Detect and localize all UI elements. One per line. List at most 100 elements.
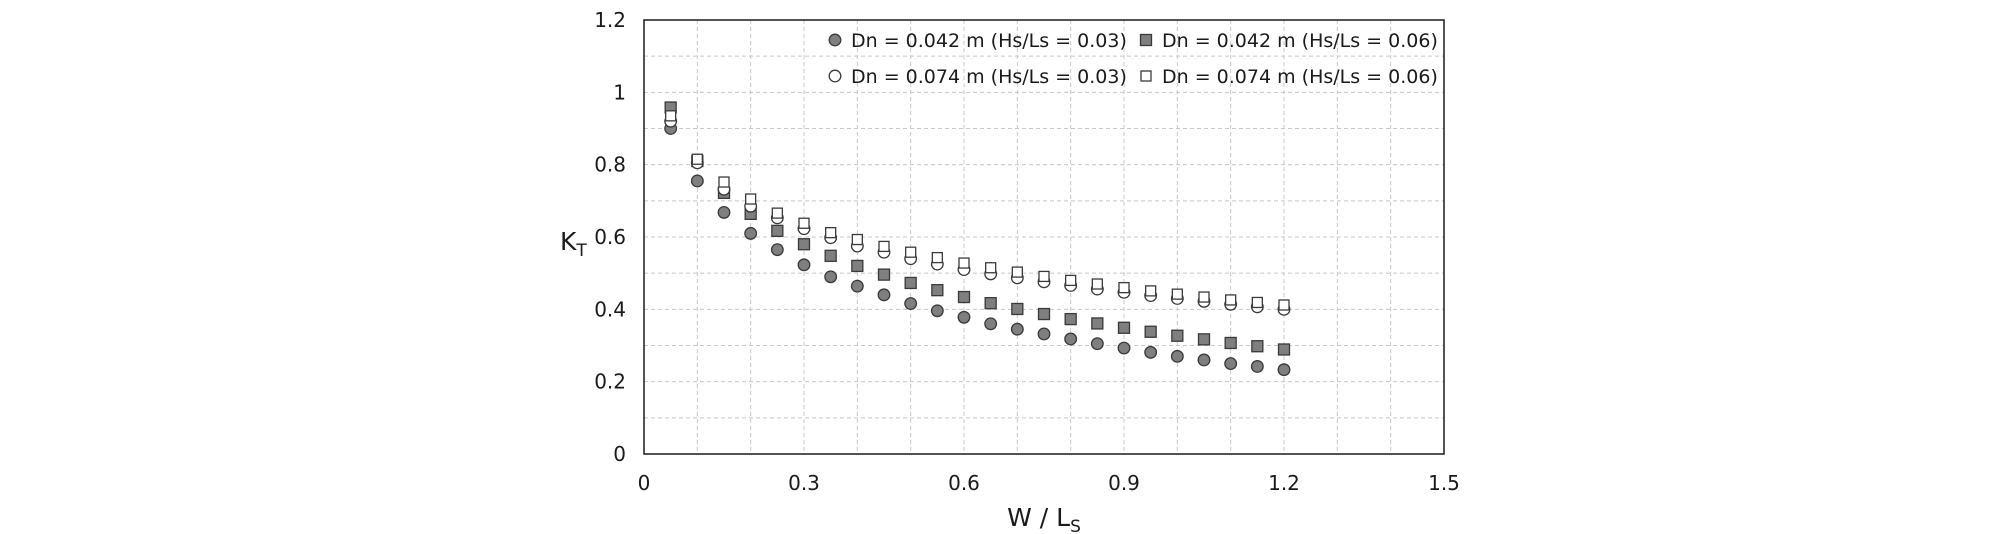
legend: Dn = 0.042 m (Hs/Ls = 0.03) Dn = 0.042 m …: [828, 30, 1438, 88]
data-point: [905, 246, 917, 258]
data-point: [1144, 345, 1158, 359]
data-point: [1224, 357, 1238, 371]
data-point: [718, 176, 730, 188]
data-point: [717, 205, 731, 219]
data-point: [1091, 317, 1104, 330]
data-point: [1038, 270, 1050, 283]
data-point: [904, 297, 918, 310]
legend-item: Dn = 0.074 m (Hs/Ls = 0.03): [828, 66, 1127, 88]
x-tick-label: 0.6: [948, 471, 980, 495]
data-point: [931, 284, 944, 297]
data-point: [1144, 325, 1157, 338]
legend-marker: [1139, 33, 1153, 47]
data-point: [1170, 349, 1184, 363]
data-point: [1171, 288, 1183, 300]
legend-item: Dn = 0.042 m (Hs/Ls = 0.06): [1139, 30, 1438, 52]
data-point: [1037, 307, 1051, 321]
data-point: [851, 259, 864, 273]
data-point: [878, 240, 890, 253]
legend-marker: [1140, 70, 1152, 82]
data-point: [850, 279, 864, 293]
data-point: [1251, 296, 1263, 309]
data-point: [797, 258, 811, 272]
data-point: [1037, 327, 1051, 341]
series-4: [665, 110, 1290, 311]
data-point: [931, 251, 943, 264]
x-tick-label: 0.9: [1108, 471, 1140, 495]
y-axis-title: KT: [560, 227, 587, 261]
data-point: [1198, 291, 1210, 303]
data-point: [691, 153, 703, 165]
data-point: [690, 174, 704, 188]
data-point: [877, 288, 891, 302]
data-point: [985, 262, 997, 274]
data-point: [745, 193, 757, 205]
x-axis-title-sub: S: [1070, 517, 1081, 534]
y-tick-label: 0.2: [594, 370, 626, 394]
legend-item: Dn = 0.074 m (Hs/Ls = 0.06): [1140, 66, 1438, 88]
data-point: [984, 317, 998, 331]
data-point: [958, 257, 970, 269]
data-point: [851, 233, 863, 246]
tick-labels: 0 0.3 0.6 0.9 1.2 1.5 0 0.2 0.4 0.6 0.8 1 1.2: [594, 8, 1460, 495]
data-point: [1197, 353, 1211, 367]
y-tick-label: 0.6: [594, 225, 626, 249]
data-point: [1171, 329, 1184, 342]
data-point: [1065, 274, 1077, 287]
series-1: [664, 122, 1291, 377]
data-point: [824, 270, 838, 284]
plot-frame: [643, 19, 1445, 455]
series-3: [664, 114, 1291, 316]
data-point: [1011, 266, 1023, 278]
data-point: [1277, 343, 1291, 356]
data-point: [825, 227, 837, 239]
data-point: [1064, 312, 1077, 326]
data-point: [1118, 281, 1130, 294]
data-point: [665, 110, 677, 122]
data-point: [1091, 278, 1103, 290]
data-point: [904, 276, 917, 290]
legend-label: Dn = 0.042 m (Hs/Ls = 0.06): [1162, 30, 1438, 52]
data-point: [744, 226, 758, 240]
y-tick-label: 1: [613, 80, 626, 104]
data-point: [797, 238, 811, 251]
y-tick-label: 1.2: [594, 8, 626, 32]
data-point: [930, 304, 944, 318]
data-point: [770, 243, 784, 257]
x-tick-label: 0: [638, 471, 651, 495]
data-point: [798, 217, 810, 229]
data-point: [771, 207, 783, 219]
data-point: [1197, 333, 1211, 346]
data-point: [1117, 341, 1131, 355]
data-point: [984, 297, 997, 310]
x-tick-label: 1.2: [1268, 471, 1300, 495]
data-point: [1145, 285, 1157, 297]
data-point: [1117, 321, 1131, 334]
y-tick-label: 0.8: [594, 153, 626, 177]
data-point: [1064, 332, 1078, 346]
y-axis-title-sub: T: [575, 241, 587, 261]
y-tick-label: 0: [613, 442, 626, 466]
series-2: [664, 101, 1291, 356]
legend-label: Dn = 0.074 m (Hs/Ls = 0.03): [851, 66, 1127, 88]
data-point: [1277, 363, 1291, 377]
x-tick-label: 0.3: [788, 471, 820, 495]
x-tick-label: 1.5: [1428, 471, 1460, 495]
legend-label: Dn = 0.074 m (Hs/Ls = 0.06): [1162, 66, 1438, 88]
data-point: [957, 310, 971, 324]
data-point: [1278, 299, 1290, 311]
legend-item: Dn = 0.042 m (Hs/Ls = 0.03): [828, 30, 1127, 52]
data-point: [1011, 302, 1024, 316]
data-point: [1010, 322, 1024, 336]
data-point: [1090, 337, 1104, 351]
data-point: [1225, 294, 1237, 306]
legend-marker: [828, 33, 842, 47]
data-point: [877, 268, 891, 281]
data-point: [1250, 360, 1264, 373]
legend-label: Dn = 0.042 m (Hs/Ls = 0.03): [851, 30, 1127, 52]
data-point: [1224, 336, 1237, 350]
data-point: [771, 224, 784, 238]
data-point: [957, 290, 971, 304]
x-axis-title: W / LS: [1007, 503, 1081, 534]
